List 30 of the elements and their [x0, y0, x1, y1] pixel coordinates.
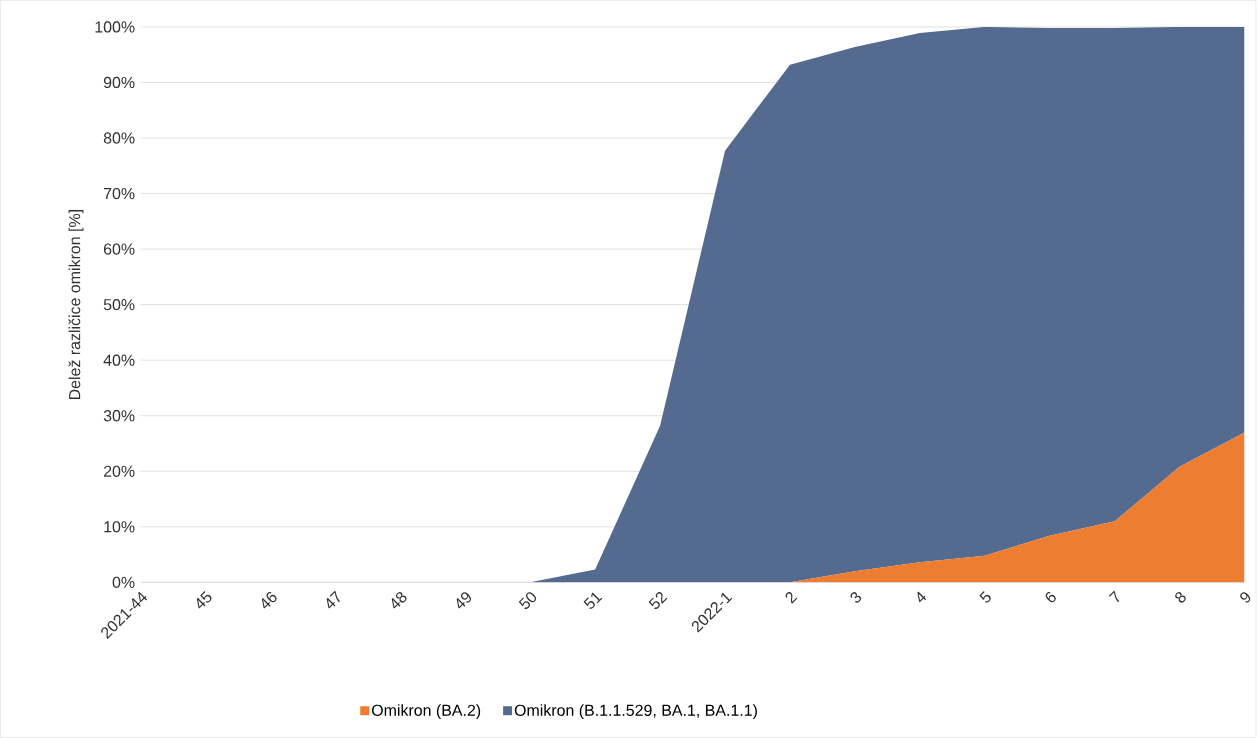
y-tick-label: 30%: [103, 410, 135, 422]
x-tick-label: 2: [785, 592, 798, 604]
x-tick-label: 51: [583, 592, 603, 609]
y-tick-label: 10%: [104, 521, 135, 533]
y-tick-label: 0%: [112, 576, 135, 589]
y-tick-label: 40%: [103, 354, 135, 366]
y-tick-label: 80%: [103, 132, 135, 144]
x-tick-label: 6: [1045, 592, 1056, 603]
y-tick-label: 90%: [103, 76, 135, 89]
x-tick-label: 52: [648, 592, 668, 609]
y-tick-label: 60%: [103, 243, 135, 255]
x-tick-label: 45: [196, 591, 212, 609]
y-tick-label: 50%: [103, 299, 135, 311]
x-tick-label: 9: [1240, 592, 1251, 603]
x-tick-label: 49: [456, 592, 471, 609]
x-tick-label: 4: [917, 591, 927, 603]
y-tick-label: 100%: [95, 21, 135, 33]
x-tick-label: 8: [1175, 592, 1186, 603]
legend-label: Omikron (B.1.1.529, BA.1, BA.1.1): [514, 704, 757, 720]
x-tick-label: 7: [1108, 590, 1120, 603]
x-tick-label: 3: [850, 592, 862, 603]
x-tick-label: 48: [391, 592, 407, 609]
legend-label: Omikron (BA.2): [371, 704, 481, 720]
y-tick-label: 20%: [103, 465, 135, 477]
x-tick-label: 46: [261, 592, 277, 609]
x-tick-label: 5: [979, 591, 991, 603]
y-axis-title: Delež različice omikron [%]: [68, 210, 84, 400]
y-tick-label: 70%: [103, 187, 135, 200]
x-tick-label: 47: [326, 590, 340, 609]
x-tick-label: 50: [518, 592, 537, 609]
